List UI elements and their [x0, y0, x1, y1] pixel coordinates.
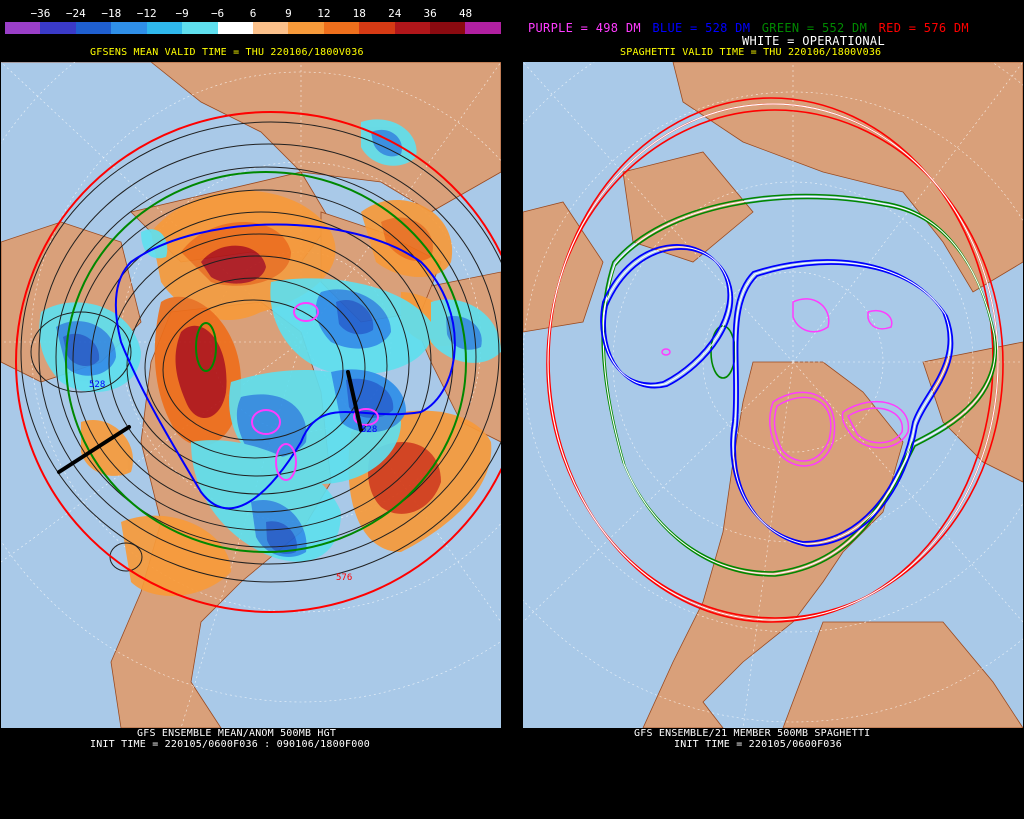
- colorbar-segment: [430, 22, 466, 34]
- contour-label-528: 528: [89, 380, 105, 390]
- panel-divider: [502, 0, 522, 819]
- spaghetti-map: [523, 62, 1023, 728]
- spaghetti-contours: [546, 97, 1004, 623]
- right-footer-init-time: INIT TIME = 220105/0600F036: [674, 739, 842, 750]
- land-masses: [523, 62, 1023, 728]
- spaghetti-legend: PURPLE = 498 DM BLUE = 528 DM GREEN = 55…: [528, 21, 973, 35]
- colorbar-tick-label: 48: [458, 7, 473, 20]
- legend-white: WHITE = OPERATIONAL: [742, 34, 885, 48]
- colorbar-tick-label: 36: [423, 7, 437, 20]
- legend-blue: BLUE = 528 DM: [652, 21, 751, 35]
- anomaly-colorbar: [4, 21, 502, 35]
- colorbar-tick-label: 12: [317, 7, 331, 20]
- colorbar-segment: [323, 22, 360, 34]
- colorbar-segment: [394, 22, 431, 34]
- colorbar-tick-label: −18: [101, 7, 122, 20]
- colorbar-segment: [252, 22, 289, 34]
- colorbar-segment: [182, 22, 218, 34]
- left-footer-init-time: INIT TIME = 220105/0600F036 : 090106/180…: [90, 739, 370, 750]
- colorbar-segment: [40, 22, 76, 34]
- colorbar-tick-label: 9: [285, 7, 292, 20]
- colorbar-segment: [217, 22, 253, 34]
- right-footer-title: GFS ENSEMBLE/21 MEMBER 500MB SPAGHETTI: [634, 728, 871, 739]
- contour-label-528b: 528: [361, 425, 377, 435]
- colorbar-tick-label: 18: [352, 7, 366, 20]
- colorbar-segment: [465, 22, 501, 34]
- colorbar-tick-label: −36: [30, 7, 51, 20]
- colorbar-segment: [111, 22, 147, 34]
- right-valid-time-header: SPAGHETTI VALID TIME = THU 220106/1800V0…: [620, 47, 882, 58]
- legend-purple: PURPLE = 498 DM: [528, 21, 641, 35]
- spaghetti-panel: PURPLE = 498 DM BLUE = 528 DM GREEN = 55…: [522, 0, 1024, 819]
- negative-anomalies: [39, 119, 501, 562]
- key-contours: [15, 111, 501, 613]
- colorbar-tick-label: −12: [136, 7, 157, 20]
- colorbar-segment: [146, 22, 183, 34]
- colorbar-tick-label: 6: [249, 7, 257, 20]
- contour-label-576: 576: [336, 573, 352, 583]
- left-valid-time-header: GFSENS MEAN VALID TIME = THU 220106/1800…: [90, 47, 364, 58]
- colorbar-tick-label: −24: [65, 7, 86, 20]
- colorbar-segment: [359, 22, 395, 34]
- colorbar-segment: [75, 22, 112, 34]
- ensemble-mean-map: 528 576 528: [1, 62, 501, 728]
- colorbar-tick-label: −6: [210, 7, 225, 20]
- legend-green: GREEN = 552 DM: [761, 21, 868, 35]
- colorbar-segment: [288, 22, 324, 34]
- ensemble-mean-panel: −36 −24 −18 −12 −9 −6 6 9 12 18 24 36 48 GFSENS MEAN…: [0, 0, 502, 819]
- colorbar-tick-label: −9: [175, 7, 189, 20]
- left-footer-title: GFS ENSEMBLE MEAN/ANOM 500MB HGT: [137, 728, 337, 739]
- colorbar-tick-label: 24: [388, 7, 402, 20]
- colorbar-segment: [5, 22, 41, 34]
- legend-red: RED = 576 DM: [878, 21, 969, 35]
- trough-axes: [57, 370, 363, 474]
